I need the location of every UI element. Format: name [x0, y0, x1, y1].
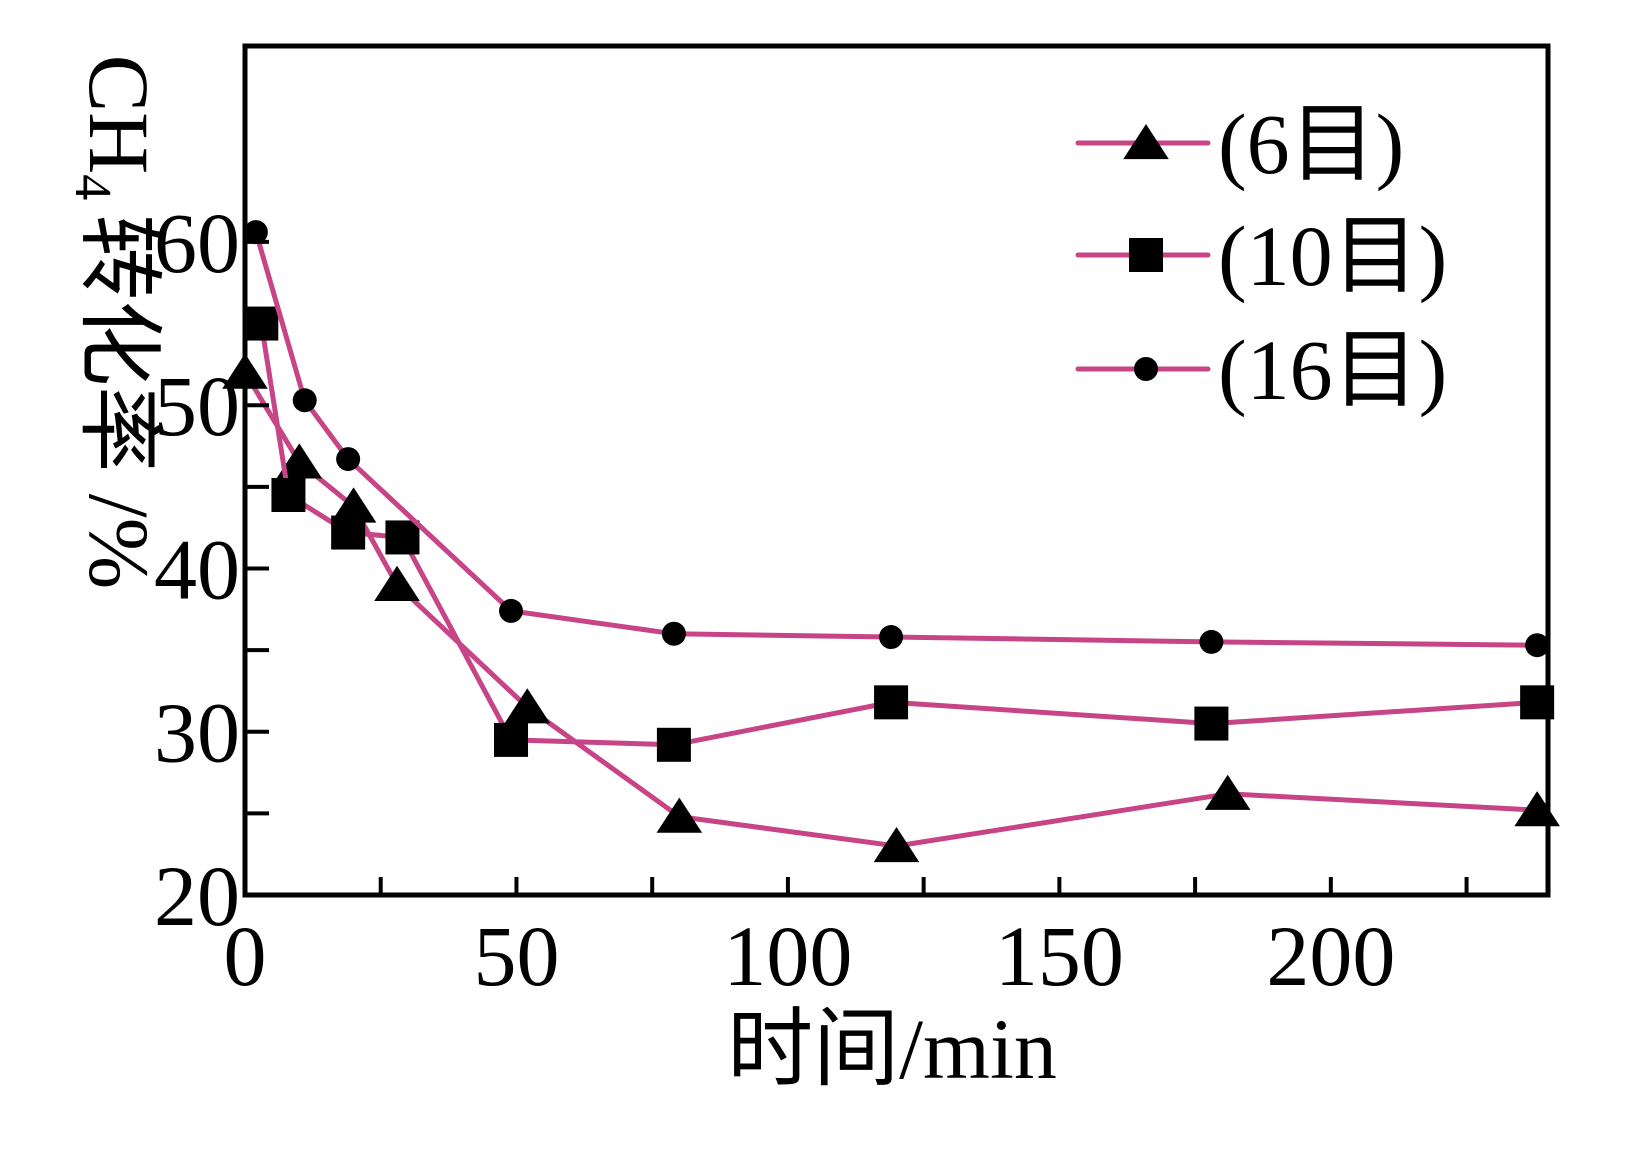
tick-labels-layer: 0 50 100 150 200 20 30 40 50 60	[154, 195, 1395, 1004]
y-tick-label: 50	[154, 358, 240, 454]
y-axis-title-prefix: CH	[71, 55, 167, 174]
y-tick-label: 30	[154, 685, 240, 781]
data-point-square	[874, 685, 909, 720]
x-tick-label: 50	[473, 908, 559, 1004]
y-axis-title: CH4 转化率 /%	[64, 55, 167, 590]
legend: (6目) (10目) (16目)	[1075, 96, 1447, 418]
data-point-circle	[336, 447, 361, 472]
y-axis-title-subscript: 4	[64, 174, 121, 200]
y-tick-label: 60	[154, 195, 240, 291]
legend-item: (10目)	[1075, 208, 1447, 304]
data-point-circle	[243, 220, 268, 245]
legend-label: (6目)	[1218, 96, 1404, 192]
series-2	[244, 306, 1555, 762]
y-axis-title-text: CH4 转化率 /%	[64, 55, 167, 590]
legend-label: (10目)	[1218, 208, 1447, 304]
legend-item: (6目)	[1075, 96, 1404, 192]
series-line	[253, 229, 1540, 648]
data-point-circle	[292, 388, 317, 413]
data-point-triangle	[504, 688, 551, 724]
x-tick-label: 200	[1266, 908, 1395, 1004]
plot-frame	[242, 43, 1551, 898]
data-point-circle	[879, 625, 904, 650]
legend-label: (16目)	[1218, 322, 1447, 418]
data-point-square	[331, 515, 366, 550]
data-point-square	[271, 477, 306, 512]
x-tick-label: 0	[224, 908, 267, 1004]
legend-marker-square	[1129, 238, 1163, 272]
data-point-square	[656, 727, 691, 762]
series-layer	[222, 220, 1560, 863]
data-point-triangle	[1204, 774, 1251, 810]
data-point-circle	[499, 598, 524, 623]
data-point-triangle	[873, 827, 920, 863]
data-point-circle	[1525, 633, 1550, 658]
y-tick-label: 40	[154, 521, 240, 617]
x-tick-label: 150	[995, 908, 1124, 1004]
x-axis-title: 时间/min	[727, 1001, 1057, 1097]
data-point-square	[494, 722, 529, 757]
legend-item: (16目)	[1075, 322, 1447, 418]
legend-marker-circle	[1134, 357, 1158, 381]
ticks-layer	[243, 239, 1469, 897]
data-point-triangle	[276, 443, 323, 479]
y-tick-label: 20	[154, 848, 240, 944]
data-point-square	[385, 520, 420, 555]
x-tick-label: 100	[723, 908, 852, 1004]
legend-marker-triangle	[1123, 124, 1169, 160]
data-point-triangle	[656, 797, 703, 833]
data-point-circle	[1199, 629, 1224, 654]
series-3	[243, 220, 1550, 658]
y-axis-title-suffix: 转化率 /%	[71, 214, 167, 589]
data-point-circle	[661, 621, 686, 646]
data-point-square	[1194, 706, 1229, 741]
data-point-triangle	[330, 487, 377, 523]
data-point-triangle	[374, 565, 420, 601]
